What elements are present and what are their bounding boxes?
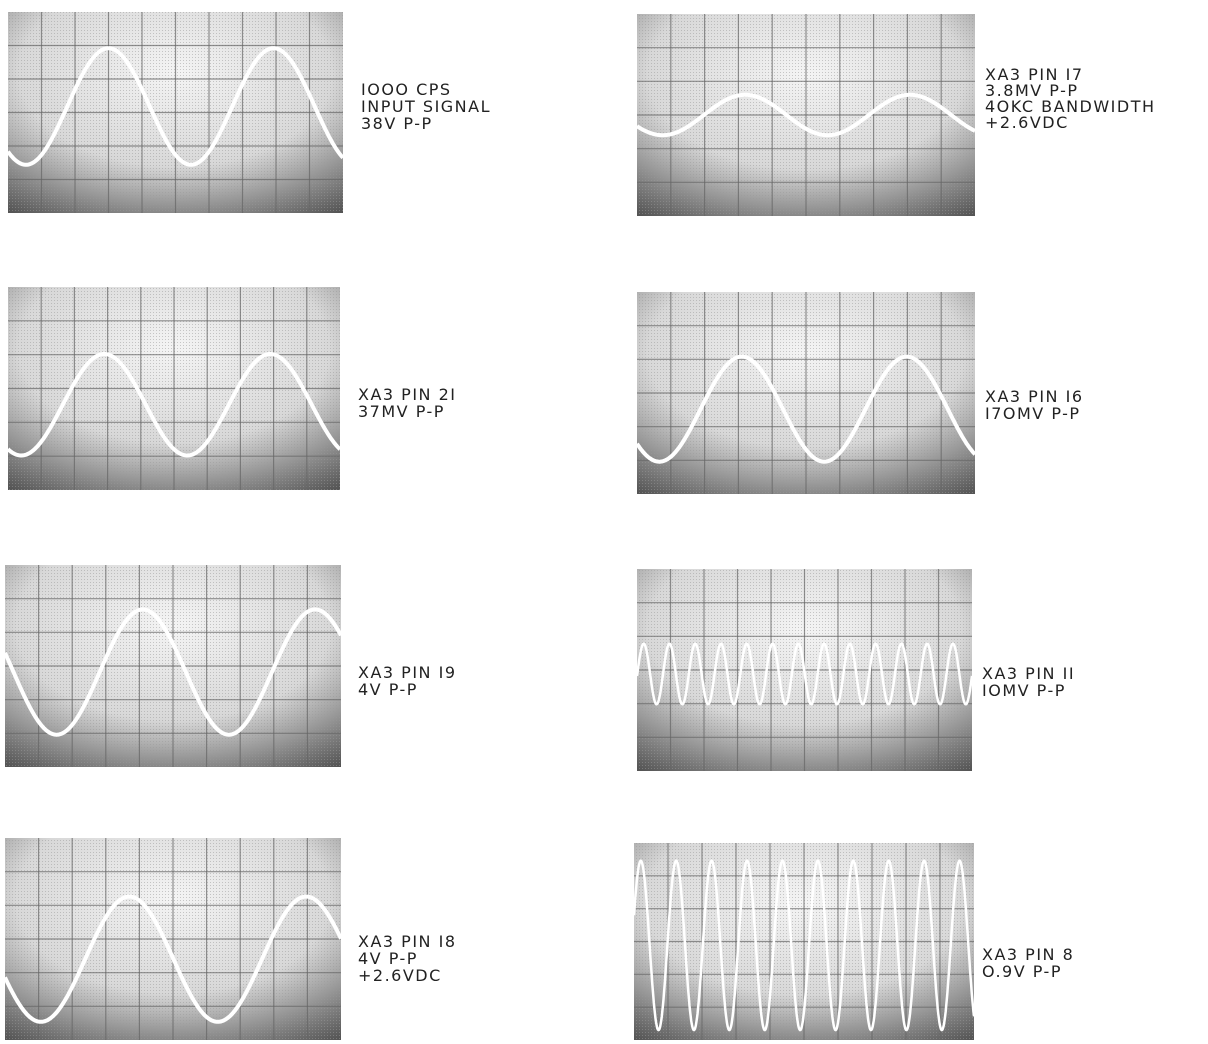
panel-caption: 3.8MV P-P (985, 81, 1079, 100)
panel-caption: XA3 PIN I6 (985, 387, 1084, 406)
panel-caption: +2.6VDC (985, 113, 1069, 132)
panel-caption: IOMV P-P (982, 681, 1066, 700)
panel-caption: 4V P-P (358, 680, 418, 699)
panel-caption: XA3 PIN 2I (358, 385, 457, 404)
panel-caption: XA3 PIN I7 (985, 65, 1084, 84)
waveform-trace (632, 859, 976, 1032)
waveform-trace (635, 642, 974, 706)
waveform-trace (6, 352, 342, 458)
waveform-trace (6, 46, 345, 167)
panel-caption: XA3 PIN 8 (982, 945, 1074, 964)
scope-panel: XA3 PIN 8O.9V P-P (632, 843, 1074, 1040)
waveform-trace (3, 607, 343, 737)
panel-caption: 4V P-P (358, 949, 418, 968)
panel-caption: 38V P-P (361, 114, 433, 133)
waveform-trace (3, 894, 343, 1024)
panel-caption: +2.6VDC (358, 966, 442, 985)
panel-caption: 4OKC BANDWIDTH (985, 97, 1156, 116)
panel-caption: O.9V P-P (982, 962, 1062, 981)
waveform-trace (635, 354, 977, 464)
panel-caption: XA3 PIN II (982, 664, 1075, 683)
panel-caption: IOOO CPS (361, 80, 452, 99)
panel-caption: XA3 PIN I8 (358, 932, 457, 951)
waveform-trace (635, 92, 977, 138)
panel-caption: INPUT SIGNAL (361, 97, 491, 116)
panel-caption: XA3 PIN I9 (358, 663, 457, 682)
panel-caption: 37MV P-P (358, 402, 445, 421)
panel-caption: I7OMV P-P (985, 404, 1081, 423)
